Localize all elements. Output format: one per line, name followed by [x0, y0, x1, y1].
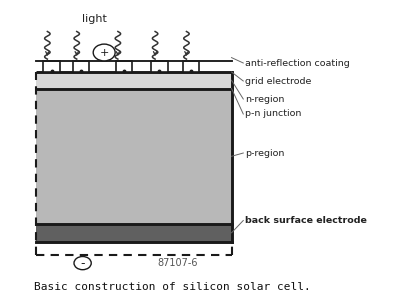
- Text: light: light: [82, 14, 107, 25]
- Text: n-region: n-region: [245, 94, 285, 103]
- Bar: [36, 88, 232, 224]
- Text: +: +: [100, 47, 109, 58]
- Text: 87107-6: 87107-6: [157, 258, 198, 268]
- Bar: [73, 61, 89, 72]
- Circle shape: [74, 256, 91, 270]
- Bar: [116, 61, 132, 72]
- Text: -: -: [80, 256, 85, 270]
- Text: Basic construction of silicon solar cell.: Basic construction of silicon solar cell…: [34, 283, 311, 292]
- Text: grid electrode: grid electrode: [245, 76, 312, 85]
- Bar: [44, 61, 60, 72]
- Bar: [182, 61, 199, 72]
- Bar: [36, 224, 232, 242]
- Text: anti-reflection coating: anti-reflection coating: [245, 58, 350, 68]
- Text: p-n junction: p-n junction: [245, 110, 302, 118]
- Bar: [36, 72, 232, 88]
- Bar: [151, 61, 168, 72]
- Circle shape: [93, 44, 115, 61]
- Text: p-region: p-region: [245, 148, 285, 158]
- Text: back surface electrode: back surface electrode: [245, 216, 367, 225]
